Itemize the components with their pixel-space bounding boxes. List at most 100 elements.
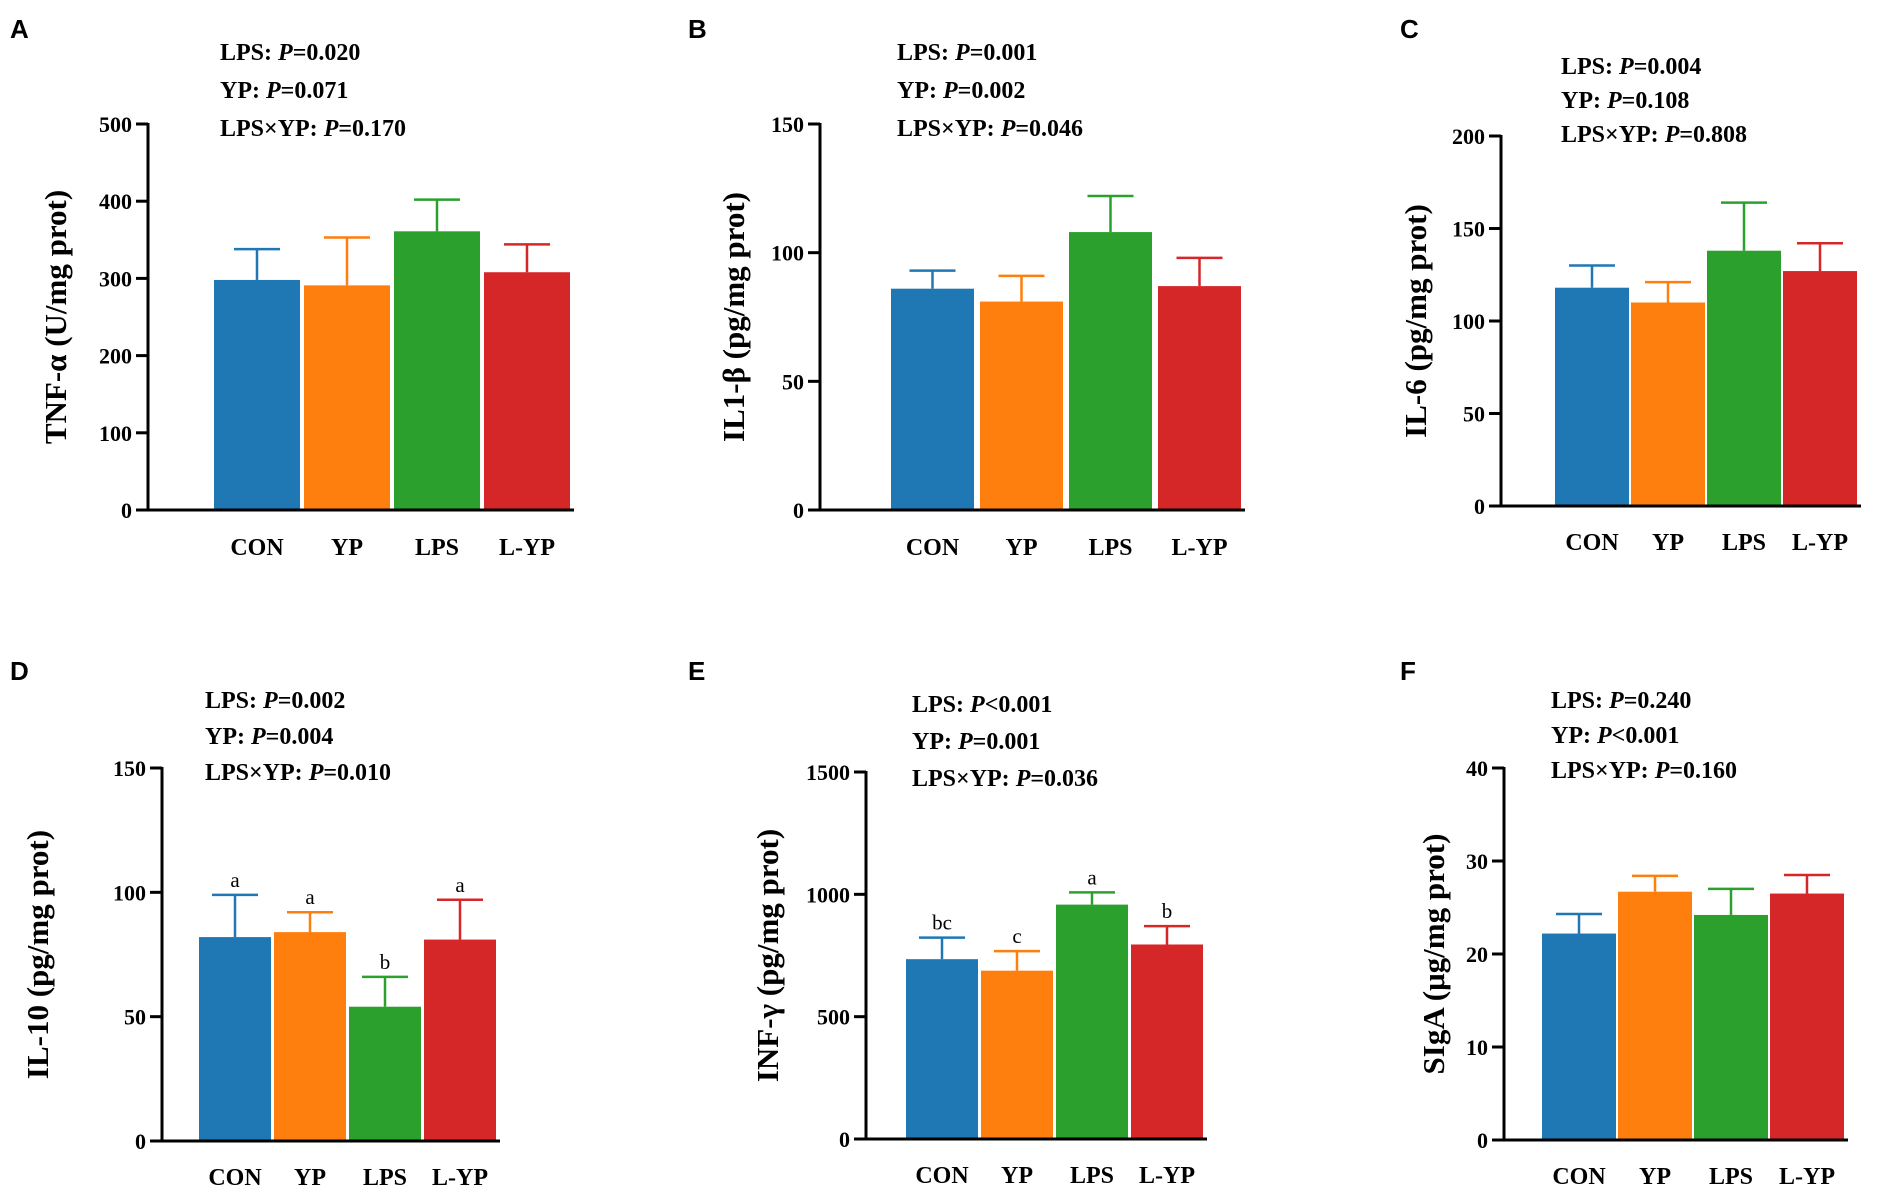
stat-p: P [262, 688, 278, 714]
stat-p: P [1618, 54, 1634, 80]
stat-line: YP: P<0.001 [1551, 723, 1679, 749]
y-tick-label: 0 [1474, 494, 1485, 519]
stat-label: YP: [1551, 723, 1597, 749]
significance-letter: a [455, 873, 465, 897]
y-tick-label: 500 [817, 1005, 850, 1030]
y-tick-label: 1500 [806, 760, 850, 785]
stat-value: =0.170 [338, 116, 406, 142]
y-tick-label: 100 [113, 880, 146, 905]
bar-lps [1707, 250, 1781, 506]
stat-value: =0.002 [278, 688, 346, 714]
stat-p: P [1000, 116, 1016, 142]
panel-letter: B [688, 14, 707, 44]
y-tick-label: 150 [113, 756, 146, 781]
stat-p: P [1596, 723, 1612, 749]
bar-l-yp [1131, 944, 1203, 1139]
bar-l-yp [1770, 893, 1844, 1140]
x-category-label: LPS [363, 1165, 407, 1191]
x-category-label: YP [1001, 1163, 1033, 1189]
y-axis-label: TNF-α (U/mg prot) [38, 190, 73, 444]
y-tick-label: 100 [771, 241, 804, 266]
y-tick-label: 50 [782, 369, 804, 394]
stat-p: P [942, 78, 958, 104]
stat-line: LPS×YP: P=0.036 [912, 766, 1098, 792]
stat-line: LPS×YP: P=0.010 [205, 760, 391, 786]
stat-line: LPS: P=0.020 [220, 40, 360, 66]
significance-letter: a [305, 885, 315, 909]
stat-value: <0.001 [1612, 723, 1680, 749]
stat-label: YP: [205, 724, 251, 750]
bar-yp [980, 301, 1063, 510]
x-category-label: YP [331, 535, 363, 561]
stat-label: LPS: [1551, 688, 1609, 714]
stat-value: =0.001 [970, 40, 1038, 66]
y-tick-label: 0 [1477, 1128, 1488, 1153]
bar-lps [349, 1006, 421, 1141]
x-category-label: LPS [1088, 535, 1132, 561]
bar-con [1555, 287, 1629, 506]
y-tick-label: 50 [124, 1005, 146, 1030]
stat-label: LPS: [912, 692, 970, 718]
bar-con [906, 959, 978, 1139]
y-tick-label: 30 [1466, 849, 1488, 874]
y-axis-label: IL1-β (pg/mg prot) [716, 192, 751, 442]
stat-value: =0.004 [266, 724, 334, 750]
stat-p: P [1654, 758, 1670, 784]
y-tick-label: 1000 [806, 882, 850, 907]
y-tick-label: 400 [99, 189, 132, 214]
bar-lps [1056, 904, 1128, 1139]
stat-value: =0.240 [1624, 688, 1692, 714]
y-tick-label: 50 [1463, 402, 1485, 427]
bar-l-yp [1783, 271, 1857, 506]
stat-line: LPS×YP: P=0.170 [220, 116, 406, 142]
stat-line: YP: P=0.071 [220, 78, 348, 104]
y-axis-label: IL-10 (pg/mg prot) [20, 830, 55, 1079]
stat-p: P [1608, 688, 1624, 714]
y-axis-label: SIgA (μg/mg prot) [1416, 834, 1451, 1075]
x-category-label: L-YP [1139, 1163, 1195, 1189]
x-category-label: L-YP [1792, 530, 1848, 556]
y-tick-label: 100 [99, 421, 132, 446]
stat-line: LPS×YP: P=0.160 [1551, 758, 1737, 784]
y-axis-label: INF-γ (pg/mg prot) [750, 829, 785, 1082]
x-category-label: L-YP [499, 535, 555, 561]
stat-value: <0.001 [985, 692, 1053, 718]
x-category-label: CON [230, 535, 284, 561]
stat-label: YP: [1561, 88, 1607, 114]
stat-value: =0.020 [293, 40, 361, 66]
panel-letter: E [688, 656, 705, 686]
x-category-label: YP [1006, 535, 1038, 561]
y-axis-label: IL-6 (pg/mg prot) [1398, 204, 1433, 438]
x-category-label: L-YP [1779, 1164, 1835, 1190]
stat-p: P [969, 692, 985, 718]
bar-yp [1631, 302, 1705, 506]
stat-label: LPS×YP: [220, 116, 324, 142]
y-tick-label: 200 [99, 344, 132, 369]
y-tick-label: 150 [1452, 217, 1485, 242]
stat-p: P [265, 78, 281, 104]
significance-letter: c [1012, 924, 1021, 948]
stat-label: LPS×YP: [205, 760, 309, 786]
bar-l-yp [424, 939, 496, 1141]
stat-label: YP: [912, 729, 958, 755]
x-category-label: YP [294, 1165, 326, 1191]
stat-line: LPS: P=0.004 [1561, 54, 1701, 80]
x-category-label: L-YP [1172, 535, 1228, 561]
bar-l-yp [1158, 286, 1241, 510]
y-tick-label: 300 [99, 266, 132, 291]
y-tick-label: 0 [839, 1127, 850, 1152]
stat-label: YP: [897, 78, 943, 104]
significance-letter: a [1087, 865, 1097, 889]
panel-letter: A [10, 14, 29, 44]
stat-p: P [250, 724, 266, 750]
stat-label: LPS: [897, 40, 955, 66]
stat-line: YP: P=0.001 [912, 729, 1040, 755]
y-tick-label: 0 [121, 498, 132, 523]
stat-p: P [1664, 122, 1680, 148]
x-category-label: YP [1639, 1164, 1671, 1190]
stat-line: LPS: P<0.001 [912, 692, 1052, 718]
stat-p: P [308, 760, 324, 786]
